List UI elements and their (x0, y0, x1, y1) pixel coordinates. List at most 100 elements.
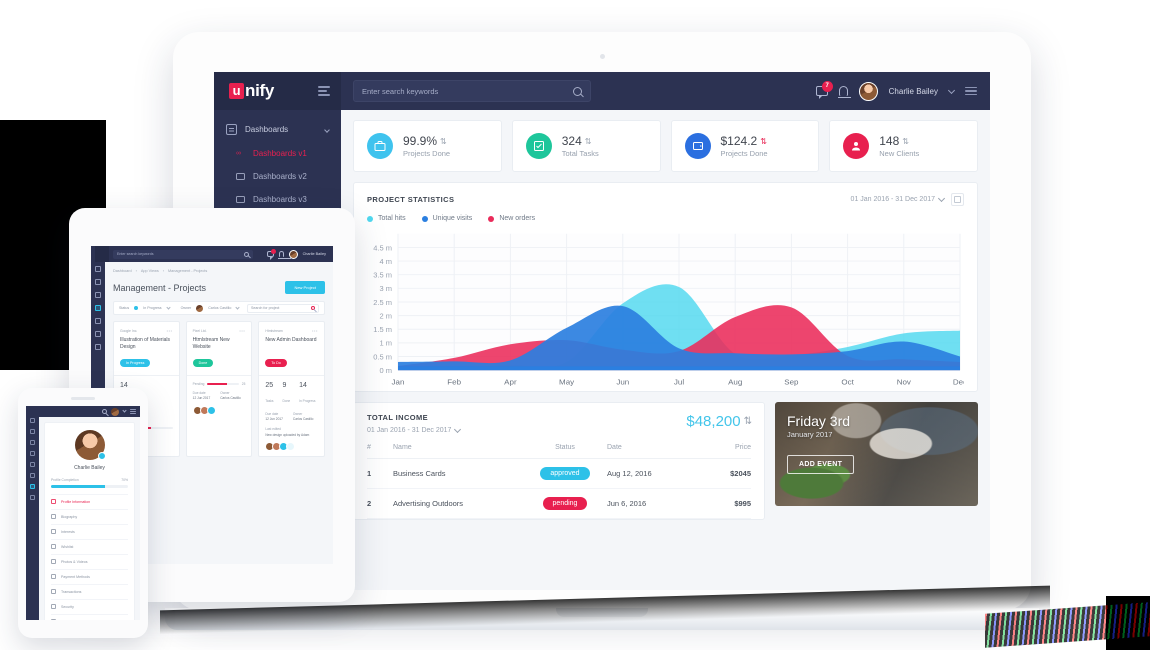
hamburger-icon[interactable] (130, 409, 136, 414)
chat-badge: 7 (821, 81, 833, 92)
status-badge: Done (192, 359, 214, 367)
breadcrumb-item: Management - Projects (167, 269, 208, 273)
due-date-block: Due date 12 Jun 2017 (193, 391, 211, 401)
table-row[interactable]: 2 Advertising Outdoors pending Jun 6, 20… (367, 488, 751, 519)
menu-item-biography[interactable]: Biography (51, 508, 128, 524)
event-month: January 2017 (787, 430, 833, 439)
menu-item-payment-methods[interactable]: Payment Methods (51, 568, 128, 584)
sidebar-toggle-icon[interactable] (318, 86, 330, 96)
tablet-search-box[interactable]: Enter search keywords (113, 249, 253, 259)
search-icon[interactable] (573, 86, 582, 96)
trend-icon: ⇅ (743, 416, 752, 427)
sidebar-icon[interactable] (30, 418, 35, 423)
search-input[interactable] (362, 86, 573, 96)
svg-text:1.5 m: 1.5 m (373, 325, 392, 334)
status-badge: pending (542, 497, 588, 510)
verified-icon (97, 452, 106, 460)
menu-item-interests[interactable]: Interests (51, 523, 128, 539)
sidebar-icon[interactable] (95, 292, 101, 298)
sidebar-icon[interactable] (95, 331, 101, 337)
sidebar-icon[interactable] (95, 318, 101, 324)
svg-text:0.5 m: 0.5 m (373, 353, 392, 362)
calendar-icon[interactable] (951, 193, 964, 206)
new-project-button[interactable]: New Project (285, 281, 325, 294)
income-amount: $48,200 (686, 413, 741, 430)
sidebar-icon[interactable] (30, 451, 35, 456)
due-date-label: Due date (192, 391, 206, 395)
legend-item[interactable]: New orders (488, 215, 535, 222)
menu-item-wishlist[interactable]: Wishlist (51, 538, 128, 554)
chevron-down-icon[interactable] (165, 304, 171, 310)
event-card[interactable]: Friday 3rd January 2017 ADD EVENT (775, 402, 978, 506)
sidebar-icon[interactable] (30, 495, 35, 500)
stat-card[interactable]: 324 ⇅ Total Tasks (511, 120, 661, 172)
sidebar-icon[interactable] (30, 440, 35, 445)
project-stat: 25 Tasks (265, 382, 273, 407)
sidebar-item-dashboards-v1[interactable]: ∞ Dashboards v1 (214, 142, 341, 165)
income-date-range[interactable]: 01 Jan 2016 - 31 Dec 2017 (367, 425, 462, 434)
stat-card[interactable]: 99.9% ⇅ Projects Done (353, 120, 502, 172)
project-card[interactable]: Htmlstream ••• New Admin Dashboard To Do… (258, 321, 326, 457)
stat-card[interactable]: $124.2 ⇅ Projects Done (670, 120, 820, 172)
avatar-add[interactable] (286, 441, 296, 451)
due-date-value: 12 Jun 2017 (192, 395, 211, 400)
sidebar-icon-active[interactable] (95, 305, 101, 311)
sidebar-group-dashboards[interactable]: Dashboards (214, 117, 341, 142)
owner-filter-value[interactable]: Carlos Castillo (208, 306, 232, 310)
sidebar-icon[interactable] (95, 279, 101, 285)
sidebar-icon-active[interactable] (30, 484, 35, 489)
stat-value: 99.9% (403, 134, 438, 148)
more-options-icon[interactable]: ••• (312, 328, 319, 333)
status-filter-value[interactable]: In Progress (143, 306, 162, 310)
menu-item-photos-videos[interactable]: Photos & Videos (51, 553, 128, 569)
menu-item-profile-information[interactable]: Profile Information (51, 493, 128, 509)
sidebar-icon[interactable] (95, 344, 101, 350)
legend-item[interactable]: Total hits (367, 215, 406, 222)
avatar[interactable] (111, 407, 119, 416)
sidebar-item-dashboards-v3[interactable]: Dashboards v3 (214, 188, 341, 211)
project-cards: Google Inc. ••• Illustration of Material… (113, 321, 326, 457)
sidebar-icon[interactable] (30, 462, 35, 467)
search-icon[interactable] (244, 251, 249, 257)
svg-text:Jan: Jan (392, 378, 405, 387)
chevron-down-icon[interactable] (235, 304, 240, 310)
search-box[interactable] (353, 80, 591, 102)
avatar[interactable] (288, 249, 298, 259)
avatar-more[interactable] (206, 405, 216, 415)
more-options-icon[interactable]: ••• (166, 328, 173, 333)
more-options-icon[interactable]: ••• (239, 328, 246, 333)
menu-item-upgrade-plan[interactable]: Upgrade My Plan (51, 613, 128, 620)
legend-item[interactable]: Unique visits (421, 215, 472, 222)
search-icon[interactable] (102, 409, 107, 414)
project-search-box[interactable]: Search for project (247, 303, 319, 313)
breadcrumb-item[interactable]: Dashboard (113, 269, 132, 273)
sidebar-icon[interactable] (30, 473, 35, 478)
chat-badge (270, 249, 276, 254)
project-card[interactable]: Pixel Ltd. ••• Htmlstream New Website Do… (185, 321, 253, 457)
date-range-selector[interactable]: 01 Jan 2016 - 31 Dec 2017 (851, 194, 946, 203)
breadcrumb-item[interactable]: App Views (140, 269, 159, 273)
sidebar-icon[interactable] (30, 429, 35, 434)
filter-bar: Status In Progress Owner Carlos Castillo… (113, 301, 325, 315)
hamburger-icon[interactable] (965, 86, 977, 96)
avatar[interactable] (858, 81, 878, 101)
bell-icon[interactable] (277, 251, 291, 259)
table-row[interactable]: 1 Business Cards approved Aug 12, 2016 $… (367, 458, 751, 489)
search-icon[interactable] (311, 306, 315, 310)
bell-icon[interactable] (837, 86, 851, 98)
sidebar-item-dashboards-v2[interactable]: Dashboards v2 (214, 165, 341, 188)
add-event-button[interactable]: ADD EVENT (787, 455, 855, 474)
chat-icon[interactable]: 7 (815, 81, 833, 99)
brand-area[interactable]: u nify (214, 72, 341, 110)
chevron-down-icon[interactable] (947, 86, 956, 94)
chat-icon[interactable] (266, 249, 276, 260)
sidebar-icon[interactable] (95, 266, 101, 272)
svg-text:Aug: Aug (728, 378, 742, 387)
chevron-down-icon[interactable] (122, 408, 127, 413)
menu-item-transactions[interactable]: Transactions (51, 583, 128, 599)
menu-item-security[interactable]: Security (51, 598, 128, 614)
avatar[interactable] (74, 430, 106, 460)
stat-card[interactable]: 148 ⇅ New Clients (829, 120, 978, 172)
last-edited-block: Last edited New design uploaded by Adam (265, 427, 318, 437)
